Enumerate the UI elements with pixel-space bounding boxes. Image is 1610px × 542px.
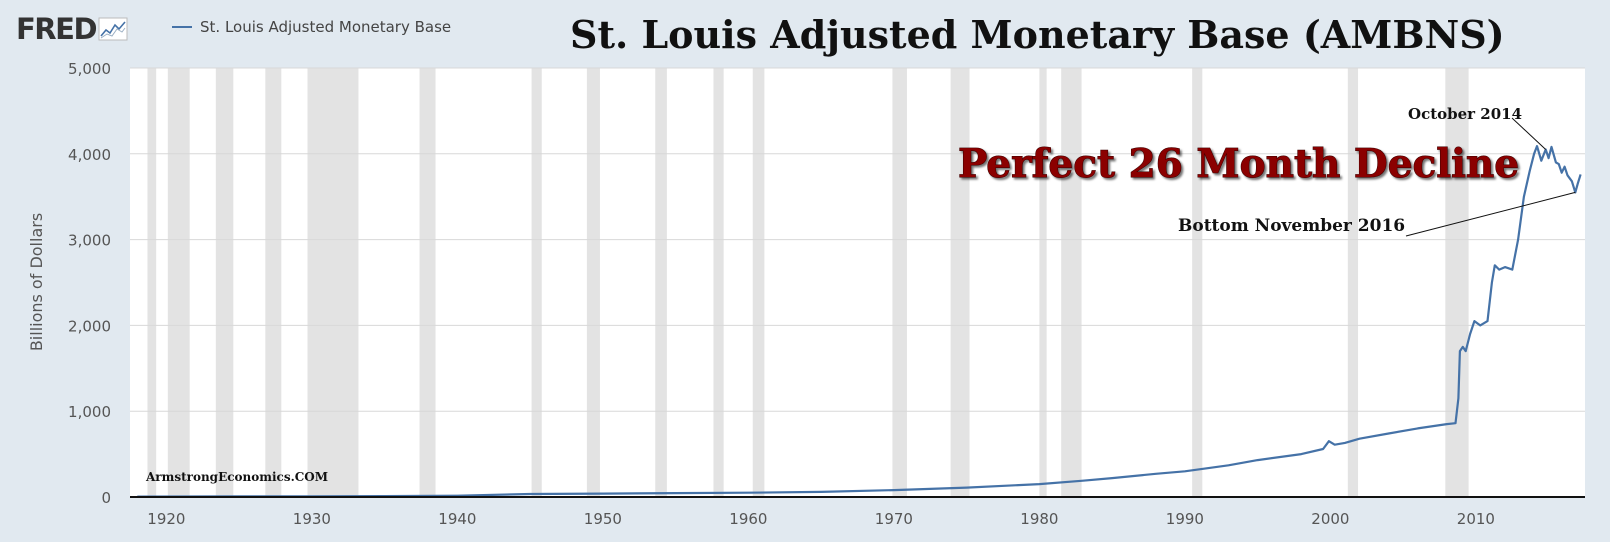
x-tick-label: 2000 [1311,510,1349,528]
gridlines [130,67,1585,412]
recession-bands [147,68,1469,497]
chart-legend[interactable]: St. Louis Adjusted Monetary Base [172,18,451,36]
y-axis-label: Billions of Dollars [27,213,46,351]
watermark-text: ArmstrongEconomics.COM [145,470,328,484]
recession-band-17 [1347,68,1359,497]
recession-band-16 [1192,68,1203,497]
x-tick-label: 1940 [438,510,476,528]
x-tick-label: 2010 [1457,510,1495,528]
recession-band-9 [655,68,667,497]
series-line [137,145,1582,498]
annotation-october-2014: October 2014 [1408,105,1522,123]
chart-title: St. Louis Adjusted Monetary Base (AMBNS) [570,12,1505,57]
y-tick-label: 0 [101,489,111,507]
sparkline-chart-icon [98,17,128,41]
recession-band-12 [892,68,907,497]
recession-band-5 [307,68,359,497]
recession-band-11 [752,68,765,497]
x-tick-labels: 1920 1930 1940 1950 1960 1970 1980 1990 2000 2010 [147,510,1495,528]
x-tick-label: 1930 [293,510,331,528]
recession-band-7 [531,68,542,497]
recession-band-3 [215,68,234,497]
recession-band-14 [1039,68,1047,497]
y-tick-label: 1,000 [68,403,111,421]
annotations: October 2014 Bottom November 2016 [1178,105,1576,237]
plot-area [130,68,1585,497]
annotation-leader-october-2014 [1511,117,1547,150]
y-tick-label: 3,000 [68,232,111,250]
x-tick-label: 1920 [147,510,185,528]
recession-band-15 [1061,68,1082,497]
recession-band-10 [713,68,724,497]
y-tick-label: 5,000 [68,60,111,78]
y-tick-labels: 0 1,000 2,000 3,000 4,000 5,000 [68,60,111,507]
logo-text: FRED [16,12,98,46]
recession-band-1 [147,68,157,497]
recession-band-4 [265,68,282,497]
recession-band-13 [950,68,970,497]
x-tick-label: 1990 [1166,510,1204,528]
y-tick-label: 4,000 [68,146,111,164]
recession-band-8 [586,68,600,497]
recession-band-6 [419,68,436,497]
annotation-bottom-november-2016: Bottom November 2016 [1178,216,1405,236]
recession-band-18 [1445,68,1469,497]
annotation-leader-november-2016 [1405,191,1576,237]
recession-band-2 [167,68,190,497]
y-tick-label: 2,000 [68,317,111,335]
x-tick-label: 1970 [875,510,913,528]
x-tick-label: 1960 [729,510,767,528]
x-tick-label: 1980 [1020,510,1058,528]
fred-logo[interactable]: FRED [16,12,128,46]
headline-overlay: Perfect 26 Month Decline [958,141,1519,187]
legend-swatch [172,26,192,28]
x-tick-label: 1950 [584,510,622,528]
legend-label: St. Louis Adjusted Monetary Base [200,18,452,36]
